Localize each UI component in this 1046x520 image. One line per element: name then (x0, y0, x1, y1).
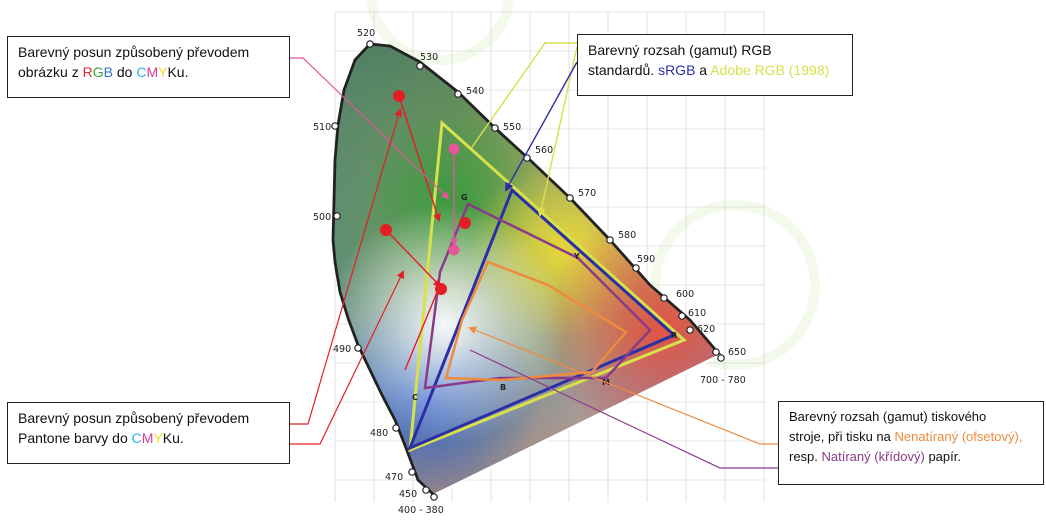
pantone-shift-arrows (385, 95, 466, 371)
wl-label-450: 450 (399, 489, 417, 500)
label-uncoated: Nenatíraný (ofsetový), (894, 429, 1023, 444)
shift-dots-pink (448, 143, 460, 256)
wl-dot-580 (606, 236, 614, 244)
wl-dot-610 (678, 312, 686, 320)
label-srgb: sRGB (658, 62, 696, 78)
uncoated-paper-gamut (444, 260, 628, 382)
wl-label-500: 500 (313, 212, 331, 223)
shift-dots-red (380, 90, 471, 295)
vertex-y: Y (573, 252, 580, 261)
vertex-g: G (461, 193, 468, 202)
wl-dot-620 (686, 326, 694, 334)
wl-label-530: 530 (420, 52, 438, 63)
srgb-gamut (407, 187, 677, 451)
letter-r: R (82, 64, 93, 80)
wl-label-600: 600 (676, 289, 694, 300)
callout-pantone-line1: Barevný posun způsobený převodem (18, 410, 250, 426)
wl-label-650: 650 (728, 347, 746, 358)
wl-label-400: 400 - 380 (398, 505, 444, 515)
callout-rgb-to-cmyk-line2: obrázku z RGB do CMYKu. (18, 64, 189, 80)
wl-label-490: 490 (333, 344, 351, 355)
wl-dot-520 (366, 40, 374, 48)
line-of-purples (433, 353, 721, 497)
wl-dot-470 (408, 468, 416, 476)
callout-print-line1: Barevný rozsah (gamut) tiskového (789, 409, 987, 424)
wl-label-700: 700 - 780 (700, 375, 746, 386)
wl-label-540: 540 (466, 86, 484, 97)
adobe-rgb-gamut (408, 119, 687, 453)
callout-pantone-to-cmyk: Barevný posun způsobený převodem Pantone… (7, 402, 290, 464)
wl-label-570: 570 (578, 188, 596, 199)
wl-dot-590 (632, 264, 640, 272)
vertex-b: B (500, 383, 506, 392)
wl-dot-570 (566, 194, 574, 202)
wl-label-510: 510 (313, 122, 331, 133)
callout-rgb-to-cmyk: Barevný posun způsobený převodem obrázku… (7, 36, 290, 98)
wl-dot-490 (354, 344, 362, 352)
wl-dot-550 (491, 124, 499, 132)
wl-dot-500 (333, 212, 341, 220)
letter-g: G (92, 64, 104, 80)
wl-label-610: 610 (688, 308, 706, 319)
letter-c: C (136, 64, 147, 80)
label-adobe-rgb: Adobe RGB (1998) (710, 62, 830, 78)
wl-label-480: 480 (370, 428, 388, 439)
vertex-c: C (412, 393, 418, 402)
callout-print-line2: stroje, při tisku na Nenatíraný (ofsetov… (789, 429, 1023, 444)
wl-label-580: 580 (618, 230, 636, 241)
callout-rgb-gamut-line2: standardů. sRGB a Adobe RGB (1998) (588, 62, 830, 78)
wl-label-620: 620 (697, 324, 715, 335)
wl-dot-480 (392, 424, 400, 432)
wl-dot-600 (660, 294, 668, 302)
callout-print-gamut: Barevný rozsah (gamut) tiskového stroje,… (778, 401, 1044, 485)
letter-y: Y (158, 64, 168, 80)
callout-pantone-line2: Pantone barvy do CMYKu. (18, 430, 184, 446)
wl-label-560: 560 (535, 145, 553, 156)
wl-dot-450 (422, 486, 430, 494)
wl-dot-510 (331, 122, 339, 130)
letter-b: B (103, 64, 113, 80)
wl-dot-700 (717, 354, 725, 362)
wl-dot-540 (454, 90, 462, 98)
wavelength-markers (331, 40, 725, 501)
label-coated: Natíraný (křídový) (821, 449, 925, 464)
wl-label-470: 470 (385, 472, 403, 483)
wl-dot-530 (416, 62, 424, 70)
wl-label-550: 550 (503, 122, 521, 133)
wl-label-520: 520 (357, 28, 375, 39)
wavelength-labels: 520 530 540 510 550 560 570 500 580 590 … (313, 28, 746, 516)
letter-m: M (146, 64, 159, 80)
wl-label-590: 590 (637, 254, 655, 265)
vertex-r: R (671, 331, 677, 340)
callout-rgb-gamut-line1: Barevný rozsah (gamut) RGB (588, 42, 772, 58)
wl-dot-400 (430, 493, 438, 501)
callout-rgb-gamut: Barevný rozsah (gamut) RGB standardů. sR… (577, 34, 853, 96)
callout-leader-lines (290, 42, 778, 469)
wl-dot-650 (712, 348, 720, 356)
callout-print-line3: resp. Natíraný (křídový) papír. (789, 449, 961, 464)
callout-rgb-to-cmyk-line1: Barevný posun způsobený převodem (18, 44, 250, 60)
